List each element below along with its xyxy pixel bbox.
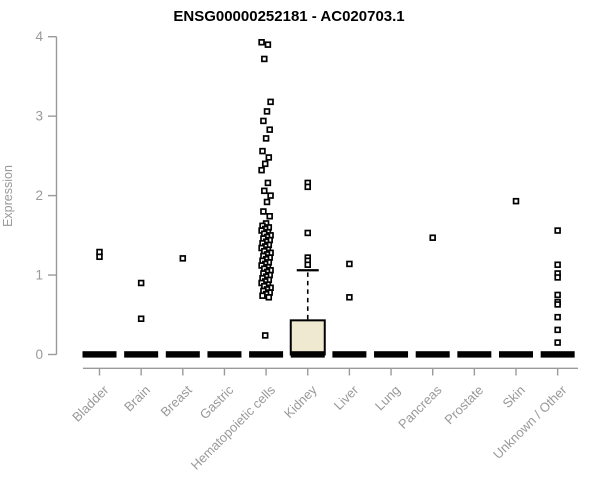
outlier-point xyxy=(264,41,272,48)
y-tick-label: 4 xyxy=(35,29,43,44)
y-axis-title: Expression xyxy=(1,165,15,227)
outlier-point xyxy=(260,117,267,125)
median-bar xyxy=(249,351,284,358)
outlier-point xyxy=(267,192,274,199)
outlier-point xyxy=(346,260,353,268)
category-label: Breast xyxy=(158,382,195,419)
category-label: Liver xyxy=(331,382,362,413)
outlier-point xyxy=(258,39,265,46)
outlier-point xyxy=(259,292,266,299)
outlier-point xyxy=(261,160,269,168)
chart-title: ENSG00000252181 - AC020703.1 xyxy=(173,8,405,25)
outlier-point xyxy=(263,108,271,115)
box-iqr xyxy=(289,319,326,356)
median-bar xyxy=(82,351,117,358)
outlier-point xyxy=(512,197,520,205)
outlier-point xyxy=(96,253,103,261)
outlier-point xyxy=(554,291,561,299)
outlier-point xyxy=(137,279,145,287)
median-bar xyxy=(165,351,200,358)
median-bar xyxy=(374,351,409,358)
category-label: Kidney xyxy=(281,382,320,421)
y-tick-label: 3 xyxy=(35,109,43,124)
outlier-point xyxy=(554,339,561,346)
outlier-point xyxy=(554,227,561,234)
outlier-point xyxy=(304,229,312,237)
median-bar xyxy=(290,351,325,358)
outlier-point xyxy=(258,166,265,174)
category-label: Skin xyxy=(499,382,527,410)
outlier-point xyxy=(554,274,561,281)
median-bar xyxy=(124,351,159,358)
outlier-point xyxy=(429,234,436,241)
outlier-point xyxy=(262,135,270,142)
category-label: Prostate xyxy=(441,382,486,427)
category-label: Unknown / Other xyxy=(490,382,570,462)
outlier-point xyxy=(265,154,273,161)
outlier-point xyxy=(304,183,312,191)
outlier-point xyxy=(266,213,273,220)
outlier-point xyxy=(264,179,272,187)
outlier-point xyxy=(266,126,273,133)
outlier-point xyxy=(260,208,267,215)
median-bar xyxy=(457,351,492,358)
outlier-point xyxy=(554,301,561,308)
outlier-point xyxy=(267,98,274,106)
outlier-point xyxy=(265,294,273,301)
category-label: Gastric xyxy=(197,382,237,422)
median-bar xyxy=(415,351,450,358)
median-bar xyxy=(540,351,575,358)
median-bar xyxy=(499,351,533,358)
outlier-point xyxy=(261,332,269,339)
outlier-point xyxy=(261,55,268,63)
outlier-point xyxy=(346,294,353,301)
outlier-point xyxy=(263,198,271,206)
y-tick-label: 0 xyxy=(35,347,43,362)
outlier-point xyxy=(261,187,268,195)
median-bar xyxy=(332,351,367,358)
outlier-point xyxy=(554,313,561,321)
y-tick-label: 1 xyxy=(35,268,43,283)
median-bar xyxy=(207,351,242,358)
outlier-point xyxy=(179,255,187,262)
category-label: Pancreas xyxy=(395,382,445,432)
outlier-point xyxy=(259,147,266,155)
y-tick-label: 2 xyxy=(35,188,43,203)
outlier-point xyxy=(137,315,145,322)
outlier-point xyxy=(554,261,561,268)
category-label: Lung xyxy=(372,382,403,413)
outlier-point xyxy=(554,326,561,334)
category-label: Bladder xyxy=(69,382,112,425)
outlier-point xyxy=(304,261,312,268)
category-label: Brain xyxy=(121,382,153,414)
